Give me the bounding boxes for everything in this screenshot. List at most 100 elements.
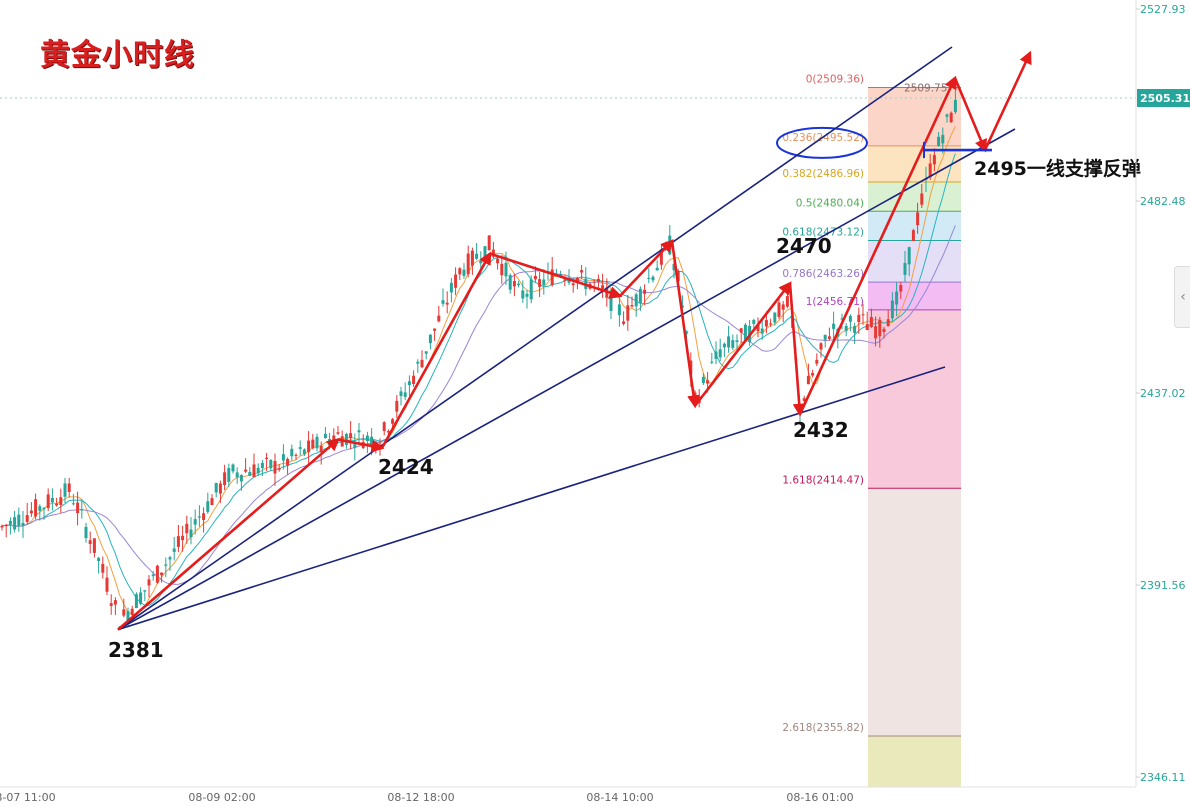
candle-body	[193, 519, 197, 525]
candle-body	[563, 279, 567, 281]
candle-body	[349, 433, 353, 439]
candle-body	[441, 300, 445, 304]
candle-body	[122, 609, 126, 616]
candle-body	[886, 319, 890, 327]
candle-body	[151, 574, 155, 577]
candle-body	[130, 608, 134, 615]
candle-body	[412, 375, 416, 384]
candle-body	[617, 304, 621, 316]
candle-body	[84, 526, 88, 539]
candle-body	[475, 253, 479, 259]
price-annotation: 2381	[108, 638, 164, 662]
swing-arrow	[670, 240, 700, 409]
candle-body	[529, 279, 533, 300]
collapse-panel-button[interactable]: ‹	[1174, 266, 1190, 328]
candle-body	[559, 273, 563, 277]
candle-body	[710, 361, 714, 363]
fib-band	[868, 182, 961, 212]
candle-body	[298, 447, 302, 449]
candle-body	[113, 600, 117, 605]
candle-body	[491, 249, 495, 257]
candle-body	[575, 277, 579, 282]
candle-body	[806, 375, 810, 385]
candle-body	[899, 285, 903, 292]
candle-body	[13, 517, 17, 530]
candle-body	[832, 323, 836, 329]
candle-body	[353, 444, 357, 448]
candle-body	[311, 439, 315, 449]
trend-line-lower	[117, 366, 946, 631]
candle-body	[630, 305, 634, 307]
time-tick-label: 08-14 10:00	[586, 791, 653, 804]
candle-body	[214, 483, 218, 493]
candle-body	[487, 235, 491, 251]
fib-band	[868, 735, 961, 787]
price-annotations: 2381 2424 2470 2432 2495一线支撑反弹	[108, 157, 1141, 662]
fib-level-label: 0(2509.36)	[806, 73, 864, 85]
price-annotation: 2470	[776, 234, 832, 258]
price-annotation: 2424	[378, 455, 434, 479]
candle-body	[928, 163, 932, 178]
candle-body	[827, 336, 831, 339]
candle-body	[185, 523, 189, 534]
candle-body	[920, 193, 924, 205]
candle-body	[50, 497, 54, 503]
candle-body	[248, 472, 252, 476]
candle-body	[189, 529, 193, 538]
candle-body	[596, 278, 600, 283]
candle-body	[932, 155, 936, 165]
candle-body	[210, 498, 214, 506]
candle-body	[601, 285, 605, 289]
candle-body	[231, 464, 235, 472]
candle-body	[395, 400, 399, 412]
candle-body	[483, 246, 487, 260]
candle-body	[0, 525, 4, 528]
candle-body	[8, 520, 12, 525]
candle-body	[953, 99, 957, 113]
candle-body	[445, 302, 449, 305]
candle-body	[332, 435, 336, 442]
candle-body	[764, 320, 768, 327]
candle-body	[517, 283, 521, 286]
candle-body	[907, 247, 911, 265]
candle-body	[386, 431, 390, 433]
candle-body	[470, 250, 474, 266]
candle-body	[722, 343, 726, 348]
candle-body	[437, 315, 441, 322]
candle-body	[865, 324, 869, 330]
candle-body	[88, 540, 92, 545]
candle-body	[949, 112, 953, 123]
candle-body	[512, 281, 516, 287]
candle-body	[223, 472, 227, 486]
candle-body	[160, 572, 164, 576]
candle-body	[420, 359, 424, 368]
candle-body	[365, 435, 369, 442]
candle-body	[643, 289, 647, 294]
fib-level-label: 0.5(2480.04)	[796, 197, 864, 209]
time-tick-label: 08-16 01:00	[786, 791, 853, 804]
candle-body	[25, 515, 29, 522]
price-tick-label: 2391.56	[1140, 579, 1186, 592]
candle-body	[449, 282, 453, 293]
candle-body	[391, 419, 395, 424]
candle-body	[281, 454, 285, 461]
candle-body	[508, 275, 512, 290]
trend-line-upper	[117, 46, 953, 631]
candle-body	[706, 380, 710, 384]
candle-body	[63, 483, 67, 497]
candle-body	[937, 136, 941, 146]
candle-body	[462, 269, 466, 276]
candle-body	[17, 514, 21, 526]
price-annotation: 2432	[793, 418, 849, 442]
candle-body	[126, 611, 130, 621]
candle-body	[218, 483, 222, 494]
swing-arrow	[693, 281, 792, 407]
highlight-ellipse	[776, 126, 868, 159]
candle-body	[109, 603, 113, 606]
fib-price-label: 2509.75	[904, 82, 947, 94]
candle-body	[416, 361, 420, 364]
candle-body	[479, 260, 483, 264]
swing-arrow	[337, 438, 385, 453]
candle-body	[731, 340, 735, 348]
